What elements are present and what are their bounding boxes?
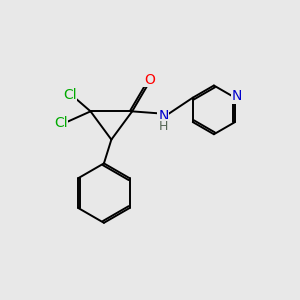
Text: Cl: Cl	[63, 88, 76, 102]
Text: O: O	[144, 73, 155, 87]
Text: Cl: Cl	[54, 116, 68, 130]
Text: H: H	[159, 120, 168, 133]
Text: N: N	[231, 89, 242, 103]
Text: N: N	[158, 109, 169, 123]
